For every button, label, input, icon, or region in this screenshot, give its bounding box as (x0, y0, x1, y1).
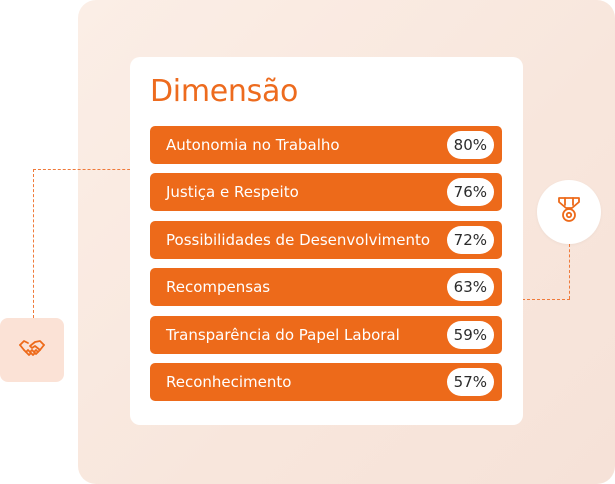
dimension-row-autonomia[interactable]: Autonomia no Trabalho 80% (150, 126, 502, 164)
dimension-row-justica[interactable]: Justiça e Respeito 76% (150, 173, 502, 211)
connector-right-horizontal (502, 299, 570, 300)
medal-icon (556, 196, 582, 229)
dimension-row-transparencia[interactable]: Transparência do Papel Laboral 59% (150, 316, 502, 354)
dimension-row-recompensas[interactable]: Recompensas 63% (150, 268, 502, 306)
medal-badge (537, 180, 601, 244)
dimension-label: Reconhecimento (166, 373, 292, 391)
connector-left-horizontal (33, 169, 150, 170)
dimension-label: Possibilidades de Desenvolvimento (166, 231, 431, 249)
connector-left-vertical (33, 169, 34, 318)
dimension-label: Justiça e Respeito (166, 183, 299, 201)
percentage-badge: 57% (446, 368, 494, 396)
percentage-badge: 80% (446, 131, 494, 159)
card-title: Dimensão (150, 74, 299, 109)
percentage-badge: 59% (446, 321, 494, 349)
percentage-badge: 72% (446, 226, 494, 254)
handshake-icon (18, 334, 46, 367)
percentage-badge: 63% (446, 273, 494, 301)
dimension-label: Transparência do Papel Laboral (166, 326, 400, 344)
dimension-row-reconhecimento[interactable]: Reconhecimento 57% (150, 363, 502, 401)
percentage-badge: 76% (446, 178, 494, 206)
handshake-tile (0, 318, 64, 382)
dimension-label: Recompensas (166, 278, 271, 296)
dimension-label: Autonomia no Trabalho (166, 136, 340, 154)
dimension-row-desenvolvimento[interactable]: Possibilidades de Desenvolvimento 72% (150, 221, 502, 259)
connector-right-vertical (569, 244, 570, 299)
